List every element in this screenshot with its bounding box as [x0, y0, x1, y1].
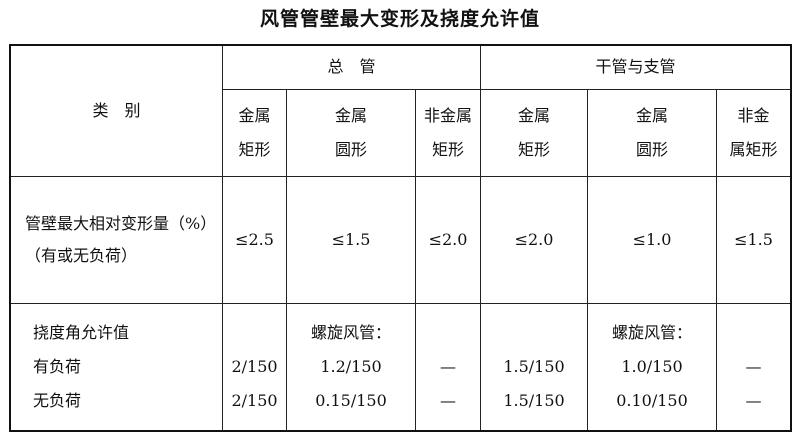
subheader-cell: 非金属矩形: [415, 88, 481, 177]
subheader-cell: 非金属矩形: [716, 88, 792, 177]
deformation-label: 管壁最大相对变形量（%）（有或无负荷）: [9, 175, 223, 304]
spiral-duct-label: 螺旋风管：: [310, 322, 391, 342]
deformation-value: ≤2.0: [480, 175, 588, 304]
unloaded-value: —: [745, 390, 762, 410]
loaded-value: —: [745, 356, 762, 376]
deflection-value-cell: 1.5/150 1.5/150: [480, 302, 588, 432]
deformation-value: ≤2.5: [222, 175, 287, 304]
unloaded-value: 1.5/150: [503, 390, 565, 410]
deformation-value: ≤1.0: [587, 175, 717, 304]
loaded-value: 1.2/150: [320, 356, 382, 376]
deflection-value-cell: — —: [716, 302, 792, 432]
category-header: 类 别: [9, 44, 223, 177]
subheader-cell: 金属 矩形: [480, 88, 588, 177]
deformation-value: ≤1.5: [286, 175, 416, 304]
loaded-value: 2/150: [231, 356, 278, 376]
unloaded-value: 0.15/150: [315, 390, 387, 410]
deflection-value-cell: 螺旋风管： 1.0/150 0.10/150: [587, 302, 717, 432]
loaded-value: 1.0/150: [621, 356, 683, 376]
loaded-value: —: [440, 356, 456, 376]
unloaded-label: 无负荷: [33, 390, 82, 410]
group-header-branch: 干管与支管: [480, 44, 792, 90]
spiral-duct-label: 螺旋风管：: [611, 322, 692, 342]
unloaded-value: —: [440, 390, 456, 410]
deformation-table: 类 别 总 管 干管与支管 金属 矩形 金属 圆形 非金属 矩形 金属 矩形 金属 圆形 非金 属矩形…: [9, 44, 792, 432]
deformation-value: ≤2.0: [415, 175, 481, 304]
subheader-cell: 金属 圆形: [587, 88, 717, 177]
unloaded-value: 2/150: [231, 390, 278, 410]
subheader-cell: 金属 圆形: [286, 88, 416, 177]
unloaded-value: 0.10/150: [616, 390, 688, 410]
deflection-value-cell: — —: [415, 302, 481, 432]
deflection-value-cell: 螺旋风管： 1.2/150 0.15/150: [286, 302, 416, 432]
loaded-value: 1.5/150: [503, 356, 565, 376]
subheader-cell: 金属 矩形: [222, 88, 287, 177]
deformation-value: ≤1.5: [716, 175, 792, 304]
deflection-value-cell: 2/150 2/150: [222, 302, 287, 432]
deflection-label: 挠度角允许值: [33, 322, 130, 342]
loaded-label: 有负荷: [33, 356, 82, 376]
deflection-label-cell: 挠度角允许值 有负荷 无负荷: [9, 302, 223, 432]
page-title: 风管管壁最大变形及挠度允许值: [259, 8, 540, 30]
group-header-main: 总 管: [222, 44, 481, 90]
